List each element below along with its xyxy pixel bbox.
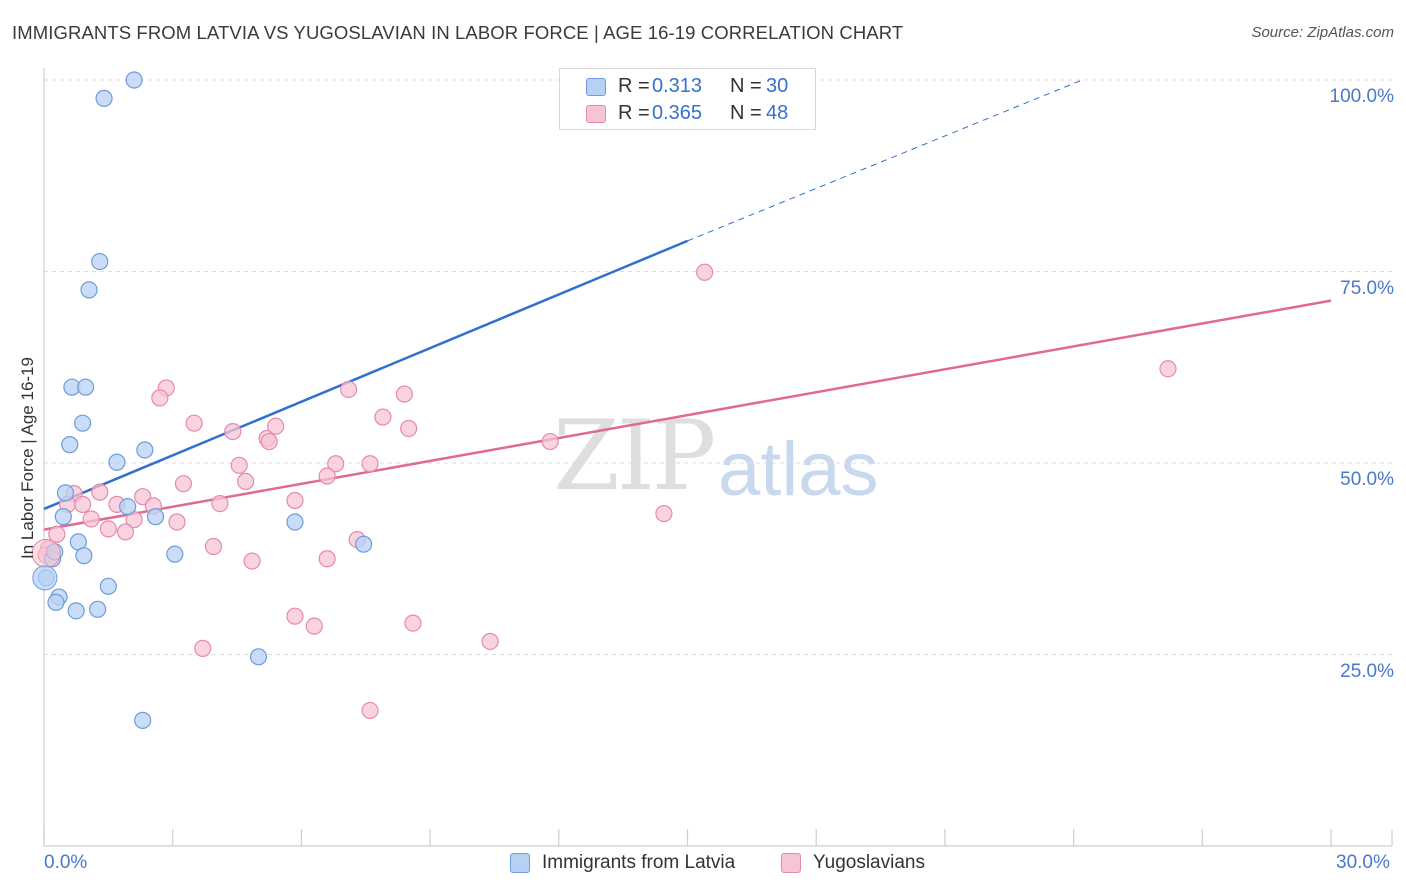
x-tick-label-min: 0.0%: [44, 852, 88, 873]
point-yugoslavian-47: [194, 639, 212, 657]
point-yugoslavian-44: [305, 617, 323, 635]
point-latvia-24: [47, 593, 65, 612]
point-yugoslavian-4: [151, 389, 169, 407]
chart-title: IMMIGRANTS FROM LATVIA VS YUGOSLAVIAN IN…: [12, 22, 904, 43]
point-yugoslavian-35: [48, 525, 66, 543]
data-points: [31, 71, 1177, 729]
point-yugoslavian-42: [318, 550, 336, 568]
point-yugoslavian-17: [361, 455, 379, 473]
point-yugoslavian-18: [318, 467, 336, 485]
point-latvia-17: [75, 547, 93, 565]
legend-n-label: N =: [730, 102, 762, 124]
point-latvia-3: [80, 281, 98, 299]
point-latvia-6: [74, 414, 92, 432]
y-tick-label: 100.0%: [1329, 86, 1394, 107]
point-yugoslavian-28: [211, 494, 229, 513]
point-latvia-22: [99, 577, 117, 595]
trend-line-latvia: [43, 239, 688, 511]
x-tick-label-max: 30.0%: [1336, 852, 1390, 873]
point-yugoslavian-36: [655, 504, 673, 523]
point-latvia-0: [125, 71, 143, 89]
bottom-legend-swatch-latvia: [510, 853, 530, 873]
point-yugoslavian-12: [400, 419, 418, 438]
point-yugoslavian-43: [286, 607, 304, 625]
y-tick-label: 50.0%: [1340, 469, 1394, 490]
bottom-legend-swatch-yugoslavians: [781, 853, 801, 873]
point-latvia-7: [61, 436, 79, 454]
point-latvia-13: [119, 498, 137, 516]
trend-line-yugoslavian: [43, 299, 1332, 531]
point-latvia-1: [95, 89, 113, 107]
legend-n-value-yugoslavians: 48: [766, 102, 789, 124]
gridlines: [44, 79, 1392, 655]
point-yugoslavian-31: [168, 513, 186, 531]
point-yugoslavian-7: [185, 414, 203, 432]
point-yugoslavian-48: [361, 701, 379, 720]
point-yugoslavian-20: [174, 475, 193, 493]
point-yugoslavian-6: [395, 385, 413, 403]
point-latvia-9: [136, 441, 154, 459]
point-yugoslavian-38: [204, 537, 223, 556]
legend-swatch-yugoslavians: [586, 105, 606, 123]
point-latvia-25: [67, 602, 85, 620]
watermark-zip: ZIP: [553, 400, 716, 512]
point-latvia-18: [166, 545, 184, 563]
legend-row-latvia: R = 0.313 N = 30: [560, 74, 815, 100]
point-yugoslavian-33: [99, 520, 117, 538]
point-yugoslavian-29: [286, 491, 304, 510]
y-axis-label: In Labor Force | Age 16-19: [18, 357, 37, 559]
point-latvia-cluster: [32, 565, 58, 591]
legend-r-value-latvia: 0.313: [652, 75, 703, 97]
legend-r-label: R =: [618, 75, 650, 97]
legend-n-value-latvia: 30: [766, 75, 789, 97]
point-yugoslavian-34: [116, 523, 135, 541]
y-tick-label: 75.0%: [1340, 277, 1394, 299]
point-yugoslavian-46: [481, 632, 499, 651]
point-yugoslavian-10: [267, 417, 285, 435]
point-yugoslavian-5: [339, 380, 358, 399]
point-latvia-8: [108, 453, 126, 471]
source-label: Source: ZipAtlas.com: [1251, 24, 1394, 41]
bottom-legend-label-yugoslavians: Yugoslavians: [813, 852, 925, 873]
trend-line-latvia-extension: [687, 79, 1083, 242]
point-latvia-2: [91, 252, 109, 271]
point-yugoslavian-8: [224, 422, 242, 441]
point-yugoslavian-2: [1159, 360, 1177, 378]
point-latvia-5: [77, 378, 95, 396]
stats-legend: R = 0.313 N = 30 R = 0.365 N = 48: [559, 68, 816, 130]
point-latvia-14: [286, 513, 304, 531]
bottom-legend-label-latvia: Immigrants from Latvia: [542, 852, 736, 873]
point-latvia-28: [134, 711, 152, 729]
point-yugoslavian-15: [230, 456, 248, 474]
point-latvia-12: [146, 508, 165, 526]
legend-r-label: R =: [618, 102, 650, 124]
point-yugoslavian-45: [404, 614, 422, 632]
point-yugoslavian-19: [237, 472, 255, 490]
point-yugoslavian-13: [260, 432, 278, 451]
point-yugoslavian-25: [74, 495, 92, 513]
legend-r-value-yugoslavians: 0.365: [652, 102, 703, 124]
legend-n-label: N =: [730, 75, 762, 97]
point-yugoslavian-14: [541, 432, 559, 451]
y-tick-label: 25.0%: [1340, 660, 1394, 682]
point-latvia-26: [89, 600, 107, 618]
point-yugoslavian-22: [91, 483, 109, 501]
trend-lines: [43, 79, 1332, 531]
point-latvia-15: [355, 535, 373, 553]
point-latvia-27: [249, 648, 268, 666]
point-yugoslavian-30: [82, 510, 100, 528]
point-yugoslavian-16: [327, 455, 345, 473]
axes: [43, 68, 1393, 847]
point-yugoslavian-1: [696, 263, 714, 281]
watermark-atlas: atlas: [718, 427, 879, 512]
point-latvia-10: [56, 484, 75, 502]
point-latvia-11: [54, 508, 72, 526]
point-yugoslavian-41: [243, 552, 261, 570]
legend-row-yugoslavians: R = 0.365 N = 48: [560, 101, 815, 127]
point-yugoslavian-11: [374, 408, 392, 426]
legend-swatch-latvia: [586, 78, 606, 96]
